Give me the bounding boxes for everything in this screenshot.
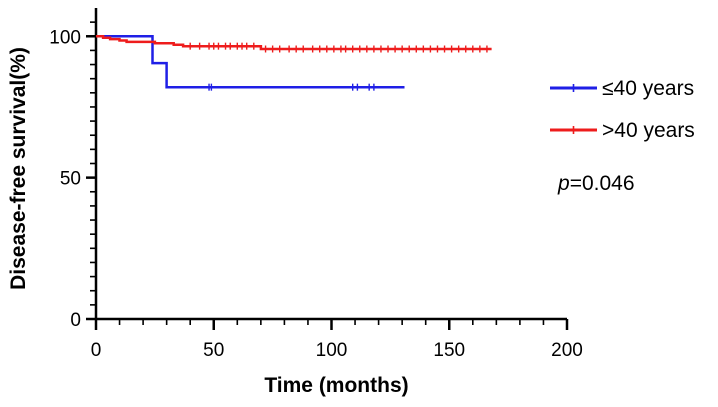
series-2 bbox=[96, 35, 492, 53]
legend-item: >40 years bbox=[550, 119, 695, 142]
x-tick-label: 100 bbox=[316, 340, 348, 361]
x-tick-label: 150 bbox=[433, 340, 465, 361]
y-tick-label: 50 bbox=[60, 169, 81, 190]
p-value-annotation: p=0.046 bbox=[557, 172, 635, 195]
series-group bbox=[96, 35, 492, 91]
series-1 bbox=[96, 35, 405, 91]
x-tick-label: 0 bbox=[91, 340, 102, 361]
y-axis: 0 50 100 bbox=[49, 8, 98, 331]
legend: ≤40 years >40 years bbox=[550, 77, 695, 142]
legend-item: ≤40 years bbox=[550, 77, 694, 100]
x-axis: 0 50 100 150 200 bbox=[91, 317, 583, 361]
y-axis-title: Disease-free survival(%) bbox=[7, 47, 30, 290]
y-tick-label: 0 bbox=[70, 310, 81, 331]
x-tick-label: 50 bbox=[203, 340, 224, 361]
x-axis-title: Time (months) bbox=[264, 374, 408, 397]
x-tick-label: 200 bbox=[551, 340, 583, 361]
series-line bbox=[96, 35, 492, 51]
series-line bbox=[96, 35, 405, 89]
y-tick-label: 100 bbox=[49, 27, 81, 48]
p-value: =0.046 bbox=[570, 172, 635, 195]
p-label: p bbox=[557, 172, 570, 195]
legend-label: >40 years bbox=[602, 119, 695, 142]
legend-label: ≤40 years bbox=[602, 77, 694, 100]
